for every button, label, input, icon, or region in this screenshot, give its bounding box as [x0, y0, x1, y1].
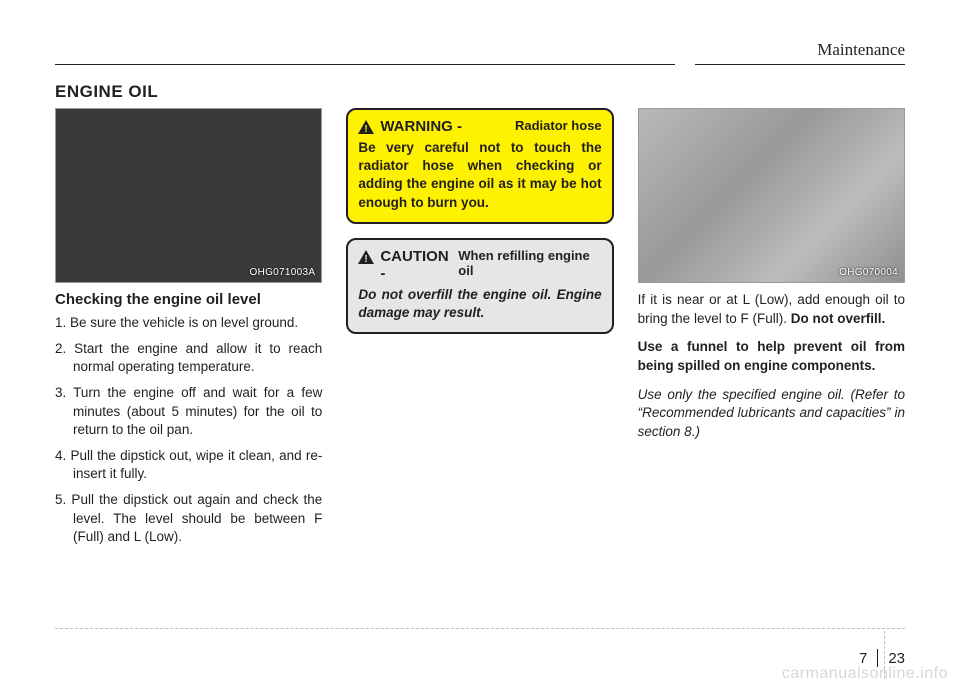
- rule-left: [55, 64, 675, 65]
- step-item: 3. Turn the engine off and wait for a fe…: [55, 384, 322, 440]
- step-item: 4. Pull the dipstick out, wipe it clean,…: [55, 447, 322, 484]
- para-low-full: If it is near or at L (Low), add enough …: [638, 291, 905, 328]
- figure-dipstick: OHG071003A: [55, 108, 322, 283]
- warning-title: WARNING -: [380, 118, 462, 135]
- svg-text:!: !: [365, 254, 368, 264]
- steps-list: 1. Be sure the vehicle is on level groun…: [55, 314, 322, 547]
- content-columns: OHG071003A Checking the engine oil level…: [55, 108, 905, 554]
- figure-code: OHG070004: [839, 267, 898, 278]
- step-item: 2. Start the engine and allow it to reac…: [55, 340, 322, 377]
- subhead-check-oil: Checking the engine oil level: [55, 291, 322, 308]
- para1-bold: Do not overfill.: [791, 311, 886, 326]
- caution-title: CAUTION -: [380, 248, 454, 282]
- watermark: carmanualsonline.info: [782, 665, 948, 683]
- chapter-number: 7: [859, 650, 867, 667]
- column-2: ! WARNING - Radiator hose Be very carefu…: [346, 108, 613, 554]
- caution-triangle-icon: !: [358, 250, 374, 264]
- header: Maintenance: [55, 40, 905, 70]
- footer-dash-h: [55, 628, 905, 629]
- para-spec-oil: Use only the specified engine oil. (Refe…: [638, 386, 905, 442]
- warning-triangle-icon: !: [358, 120, 374, 134]
- caution-sub: When refilling engine oil: [458, 248, 601, 279]
- warning-body: Be very careful not to touch the radiato…: [358, 139, 601, 212]
- caution-body: Do not overfill the engine oil. Engine d…: [358, 286, 601, 322]
- caution-head: ! CAUTION - When refilling engine oil: [358, 248, 601, 282]
- figure-code: OHG071003A: [250, 267, 316, 278]
- para-funnel: Use a funnel to help prevent oil from be…: [638, 338, 905, 375]
- step-item: 1. Be sure the vehicle is on level groun…: [55, 314, 322, 333]
- warning-sub: Radiator hose: [515, 118, 602, 134]
- column-3: OHG070004 If it is near or at L (Low), a…: [638, 108, 905, 554]
- page-number: 23: [888, 650, 905, 667]
- caution-callout: ! CAUTION - When refilling engine oil Do…: [346, 238, 613, 334]
- rule-right: [695, 64, 905, 65]
- column-1: OHG071003A Checking the engine oil level…: [55, 108, 322, 554]
- warning-head: ! WARNING - Radiator hose: [358, 118, 601, 135]
- warning-callout: ! WARNING - Radiator hose Be very carefu…: [346, 108, 613, 224]
- step-item: 5. Pull the dipstick out again and check…: [55, 491, 322, 547]
- section-label: Maintenance: [817, 40, 905, 60]
- figure-refill: OHG070004: [638, 108, 905, 283]
- manual-page: Maintenance ENGINE OIL OHG071003A Checki…: [0, 0, 960, 689]
- svg-text:!: !: [365, 124, 368, 134]
- page-heading: ENGINE OIL: [55, 82, 905, 102]
